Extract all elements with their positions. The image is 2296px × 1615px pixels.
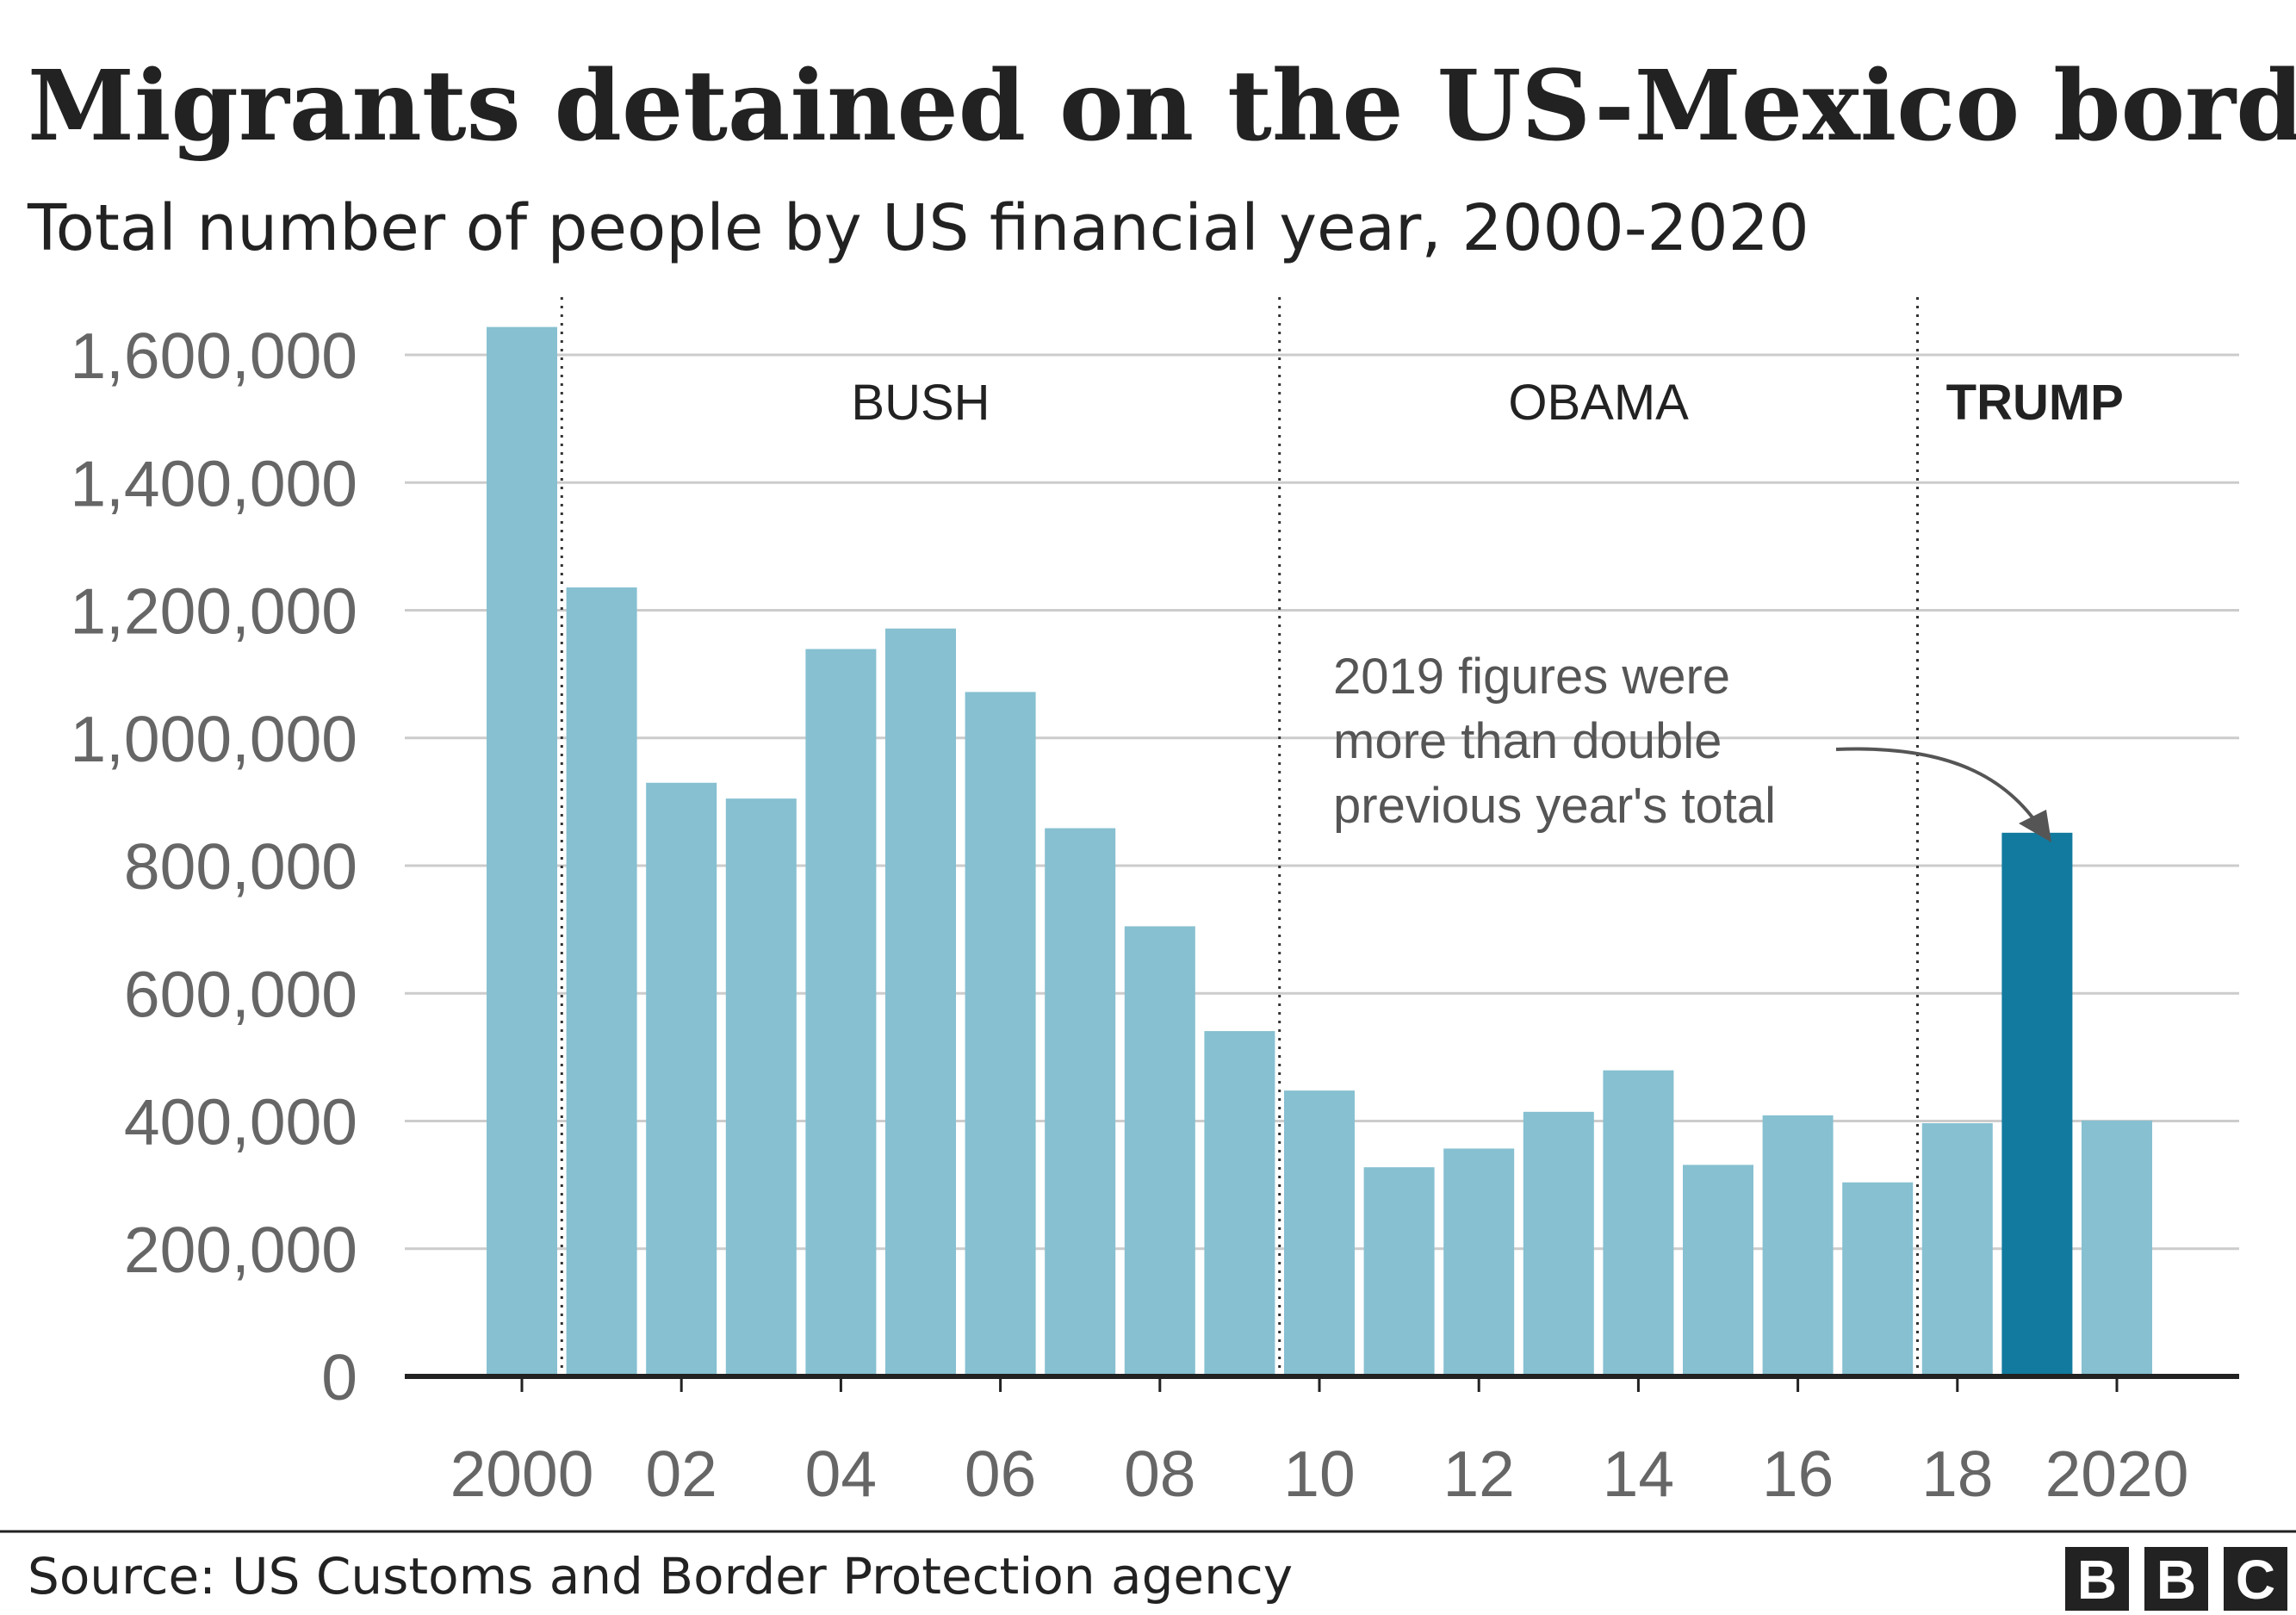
era-label-bush: BUSH — [851, 375, 990, 431]
bar-2015 — [1683, 1165, 1753, 1376]
chart-subtitle: Total number of people by US financial y… — [27, 191, 1809, 265]
bbc-logo-letter-1: B — [2077, 1549, 2117, 1611]
bar-2002 — [646, 782, 717, 1376]
x-tick-label: 16 — [1762, 1438, 1834, 1510]
annotation-line-3: previous year's total — [1333, 778, 1776, 834]
y-tick-label: 1,000,000 — [70, 703, 357, 775]
bbc-logo-letter-2: B — [2156, 1549, 2196, 1611]
bar-2008 — [1124, 926, 1195, 1376]
y-tick-label: 800,000 — [124, 830, 357, 903]
bbc-logo-block-3 — [2224, 1547, 2287, 1611]
annotation: 2019 figures were more than double previ… — [1333, 649, 2051, 842]
source-note: Source: US Customs and Border Protection… — [28, 1547, 1293, 1606]
y-tick-label: 1,600,000 — [70, 320, 357, 392]
x-axis: 2000 02 04 06 08 10 12 14 16 18 2020 — [405, 1374, 2239, 1510]
bbc-logo-block-1 — [2065, 1547, 2129, 1611]
y-tick-label: 0 — [321, 1341, 357, 1413]
y-tick-label: 1,400,000 — [70, 447, 357, 519]
annotation-line-1: 2019 figures were — [1333, 649, 1730, 705]
y-tick-label: 400,000 — [124, 1086, 357, 1158]
bars — [487, 326, 2152, 1377]
bar-2014 — [1603, 1070, 1674, 1376]
bar-2012 — [1443, 1148, 1515, 1376]
bar-2013 — [1523, 1111, 1594, 1376]
bar-2016 — [1762, 1115, 1834, 1376]
bar-2019 — [2001, 832, 2073, 1376]
annotation-arrowhead-icon — [2019, 810, 2051, 842]
x-tick-label: 02 — [645, 1438, 717, 1510]
y-tick-label: 200,000 — [124, 1214, 357, 1286]
bar-2011 — [1363, 1167, 1435, 1376]
y-tick-label: 1,200,000 — [70, 575, 357, 648]
x-tick-label: 2000 — [450, 1438, 594, 1510]
y-axis: 0 200,000 400,000 600,000 800,000 1,000,000 1,… — [70, 320, 357, 1413]
x-tick-label: 18 — [1921, 1438, 1993, 1510]
bar-2017 — [1842, 1182, 1914, 1376]
bar-2005 — [885, 628, 956, 1376]
bar-2004 — [805, 649, 877, 1376]
annotation-arrow — [1835, 747, 2045, 834]
era-label-obama: OBAMA — [1508, 375, 1689, 431]
bar-2020 — [2082, 1121, 2152, 1376]
era-label-trump: TRUMP — [1946, 375, 2124, 431]
chart-title: Migrants detained on the US-Mexico borde… — [28, 50, 2296, 163]
bar-2010 — [1284, 1090, 1355, 1376]
bar-2009 — [1204, 1031, 1275, 1376]
x-tick-label: 14 — [1603, 1438, 1674, 1510]
bar-2007 — [1045, 828, 1116, 1376]
bar-2000 — [487, 326, 557, 1377]
x-tick-label: 2020 — [2045, 1438, 2189, 1510]
y-tick-label: 600,000 — [124, 958, 357, 1030]
bar-2001 — [566, 587, 637, 1376]
bar-2006 — [965, 692, 1036, 1376]
bar-2003 — [725, 798, 797, 1376]
bbc-logo-block-2 — [2144, 1547, 2208, 1611]
bbc-logo-letter-3: C — [2236, 1549, 2275, 1611]
bar-2018 — [1921, 1123, 1993, 1376]
x-tick-label: 04 — [805, 1438, 877, 1510]
x-tick-label: 08 — [1124, 1438, 1195, 1510]
x-tick-label: 10 — [1283, 1438, 1355, 1510]
x-tick-label: 06 — [965, 1438, 1036, 1510]
x-tick-label: 12 — [1443, 1438, 1514, 1510]
bbc-logo: B B C — [2065, 1547, 2287, 1611]
annotation-line-2: more than double — [1333, 713, 1722, 769]
